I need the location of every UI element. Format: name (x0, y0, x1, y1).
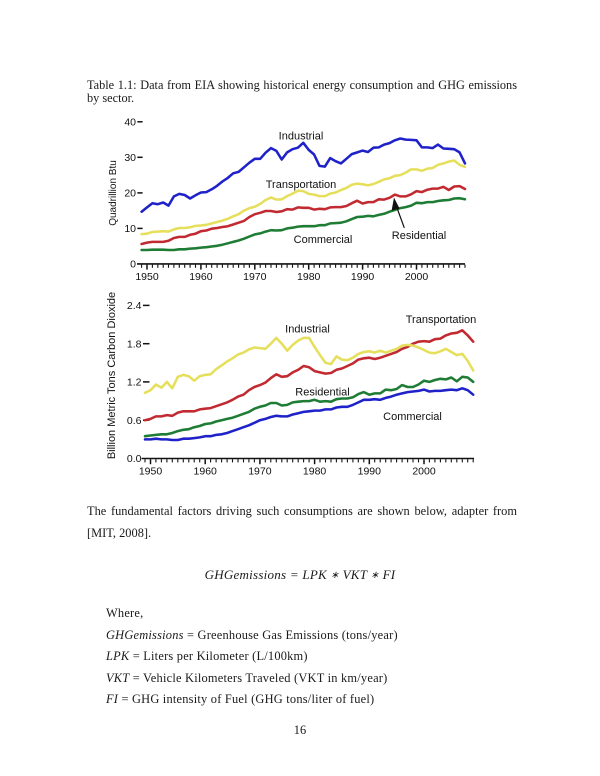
svg-text:Transportation: Transportation (266, 179, 337, 191)
svg-text:20: 20 (124, 188, 136, 200)
svg-text:1970: 1970 (248, 465, 272, 477)
svg-text:Industrial: Industrial (279, 131, 324, 143)
svg-text:2000: 2000 (405, 271, 429, 283)
svg-text:Quadrillion Btu: Quadrillion Btu (108, 160, 119, 226)
svg-text:0: 0 (130, 259, 136, 271)
svg-text:2000: 2000 (412, 465, 436, 477)
svg-text:1980: 1980 (303, 465, 327, 477)
svg-text:1950: 1950 (139, 465, 163, 477)
svg-text:1960: 1960 (194, 465, 218, 477)
svg-text:1980: 1980 (297, 271, 321, 283)
svg-text:30: 30 (124, 152, 136, 164)
svg-text:Commercial: Commercial (294, 234, 353, 246)
svg-text:2.4: 2.4 (127, 300, 142, 312)
svg-text:Commercial: Commercial (383, 411, 442, 423)
svg-text:0.0: 0.0 (127, 453, 142, 465)
svg-text:Billion Metric Tons Carbon Dio: Billion Metric Tons Carbon Dioxide (106, 292, 118, 459)
svg-text:Residential: Residential (392, 230, 446, 242)
svg-text:0.6: 0.6 (127, 415, 142, 427)
svg-text:1950: 1950 (135, 271, 159, 283)
svg-text:1990: 1990 (358, 465, 382, 477)
svg-text:10: 10 (124, 223, 136, 235)
svg-text:Transportation: Transportation (406, 314, 477, 326)
svg-text:1990: 1990 (351, 271, 375, 283)
svg-text:40: 40 (124, 116, 136, 128)
svg-text:1960: 1960 (189, 271, 213, 283)
svg-text:1.2: 1.2 (127, 377, 142, 389)
svg-text:Residential: Residential (295, 387, 349, 399)
svg-text:Industrial: Industrial (285, 324, 330, 336)
svg-text:1.8: 1.8 (127, 338, 142, 350)
svg-text:1970: 1970 (243, 271, 267, 283)
